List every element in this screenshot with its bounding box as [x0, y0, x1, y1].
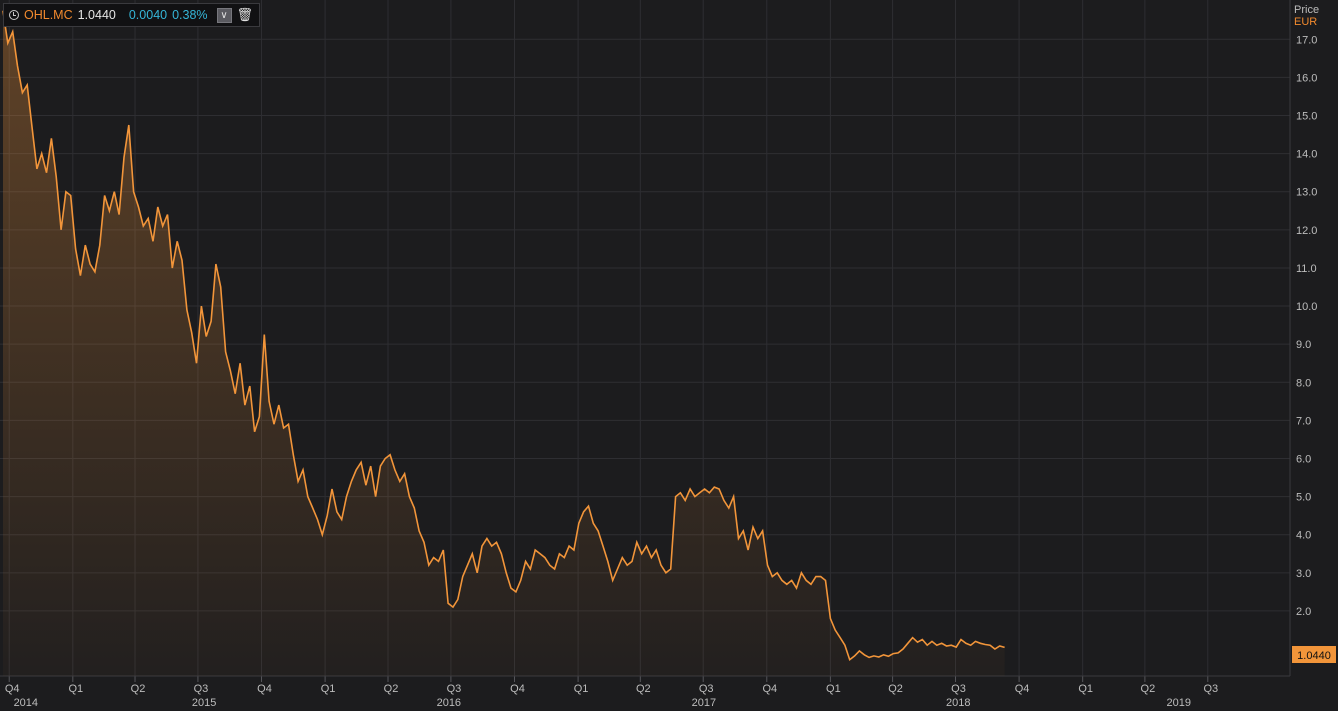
x-tick-label: Q4 — [5, 683, 20, 695]
x-tick-label: Q2 — [1141, 683, 1156, 695]
x-year-label: 2015 — [192, 697, 216, 709]
x-tick-label: Q1 — [574, 683, 589, 695]
x-year-label: 2016 — [437, 697, 461, 709]
x-tick-label: Q3 — [951, 683, 966, 695]
axis-title: Price — [1294, 4, 1320, 16]
y-tick-label: 11.0 — [1296, 263, 1317, 275]
x-tick-label: Q2 — [384, 683, 399, 695]
y-tick-label: 14.0 — [1296, 149, 1317, 161]
price-change: 0.0040 — [128, 8, 168, 22]
price-line[interactable] — [2, 10, 1005, 662]
x-tick-label: Q3 — [699, 683, 714, 695]
x-tick-label: Q3 — [194, 683, 209, 695]
x-tick-label: Q1 — [321, 683, 336, 695]
y-tick-label: 5.0 — [1296, 492, 1311, 504]
y-axis: 2.0 3.0 4.0 5.0 6.0 7.0 8.0 9.0 10.0 11.0 12.0 13.0… — [1289, 0, 1317, 676]
x-tick-label: Q4 — [1015, 683, 1030, 695]
x-tick-label: Q2 — [888, 683, 903, 695]
y-tick-label: 4.0 — [1296, 530, 1311, 542]
y-tick-label: 10.0 — [1296, 301, 1317, 313]
x-year-label: 2017 — [692, 697, 716, 709]
price-area-fill — [3, 10, 1005, 676]
x-tick-label: Q1 — [826, 683, 841, 695]
y-tick-label: 12.0 — [1296, 225, 1317, 237]
y-tick-label: 17.0 — [1296, 34, 1317, 46]
last-price-label: 1.0440 — [1297, 650, 1331, 662]
x-tick-label: Q1 — [1078, 683, 1093, 695]
x-axis: Q4 Q1 Q2 Q3 Q4 Q1 Q2 Q3 Q4 Q1 Q2 Q3 Q4 Q1 Q2 Q3 Q4 Q1 Q2 Q3… — [0, 675, 1290, 709]
x-year-label: 2018 — [946, 697, 970, 709]
y-tick-label: 8.0 — [1296, 377, 1311, 389]
last-price: 1.0440 — [77, 8, 116, 22]
y-tick-label: 16.0 — [1296, 72, 1317, 84]
trash-icon[interactable]: 🗑 — [236, 7, 254, 22]
y-tick-label: 13.0 — [1296, 187, 1317, 199]
x-tick-label: Q4 — [762, 683, 777, 695]
y-tick-label: 6.0 — [1296, 453, 1311, 465]
x-year-label: 2014 — [14, 697, 38, 709]
chevron-down-icon[interactable]: ∨ — [216, 7, 232, 23]
x-tick-label: Q2 — [131, 683, 146, 695]
y-tick-label: 9.0 — [1296, 339, 1311, 351]
x-tick-label: Q4 — [257, 683, 272, 695]
y-tick-label: 2.0 — [1296, 606, 1311, 618]
x-tick-label: Q3 — [447, 683, 462, 695]
x-tick-label: Q3 — [1203, 683, 1218, 695]
x-tick-label: Q1 — [68, 683, 83, 695]
y-tick-label: 15.0 — [1296, 111, 1317, 123]
x-year-label: 2019 — [1167, 697, 1191, 709]
ticker-symbol[interactable]: OHL.MC — [24, 8, 73, 22]
clock-icon[interactable] — [9, 10, 19, 20]
instrument-header: OHL.MC 1.0440 0.0040 0.38% ∨ 🗑 — [3, 3, 261, 27]
x-tick-label: Q4 — [510, 683, 525, 695]
last-price-marker: 1.0440 — [1292, 646, 1336, 663]
x-tick-label: Q2 — [636, 683, 651, 695]
axis-currency: EUR — [1294, 16, 1318, 28]
price-change-pct: 0.38% — [172, 8, 208, 22]
y-tick-label: 3.0 — [1296, 568, 1311, 580]
y-tick-label: 7.0 — [1296, 415, 1311, 427]
